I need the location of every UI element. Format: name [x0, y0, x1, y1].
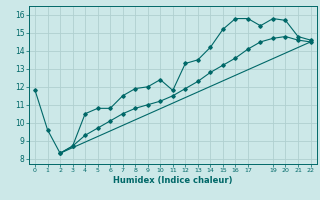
X-axis label: Humidex (Indice chaleur): Humidex (Indice chaleur) — [113, 176, 233, 185]
